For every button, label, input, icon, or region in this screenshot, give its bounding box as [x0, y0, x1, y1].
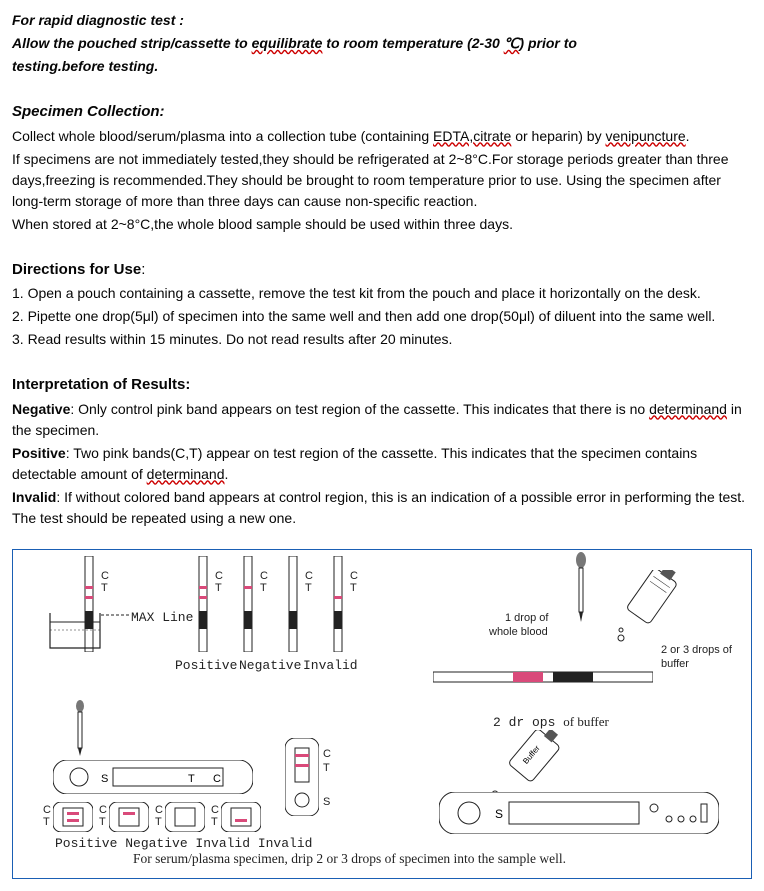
sp1b: or heparin) by	[511, 128, 605, 144]
directions-3: 3. Read results within 15 minutes. Do no…	[12, 329, 752, 350]
sp-edta: EDTA,citrate	[433, 128, 511, 144]
strip-inv-label: Invalid	[303, 656, 358, 676]
rc2t: T	[99, 814, 106, 831]
interp-negative: Negative: Only control pink band appears…	[12, 399, 752, 441]
ct4t: T	[305, 580, 312, 597]
pos-b: .	[224, 466, 228, 482]
intro-l2c: ) prior to	[519, 35, 577, 51]
ct3t: T	[260, 580, 267, 597]
specimen-p2: If specimens are not immediately tested,…	[12, 149, 752, 212]
buffer-bottle2-icon: Buffer	[479, 730, 569, 800]
result-cassette-1	[53, 802, 93, 832]
inv-text: : If without colored band appears at con…	[12, 489, 745, 526]
directions-1: 1. Open a pouch containing a cassette, r…	[12, 283, 752, 304]
maxline-icon	[101, 610, 131, 620]
svg-text:T: T	[188, 773, 195, 785]
intro-line3: testing.before testing.	[12, 56, 752, 77]
sp1c: .	[686, 128, 690, 144]
ct2t: T	[215, 580, 222, 597]
intro-equilibrate: equilibrate	[252, 35, 323, 51]
strip-pos-label: Positive	[175, 656, 237, 676]
rc3t: T	[155, 814, 162, 831]
two3-buf-b: buffer	[661, 656, 689, 673]
result-cassette-3	[165, 802, 205, 832]
sp1a: Collect whole blood/serum/plasma into a …	[12, 128, 433, 144]
pos-a: : Two pink bands(C,T) appear on test reg…	[12, 445, 697, 482]
ct5t: T	[350, 580, 357, 597]
dropper2-icon	[71, 700, 89, 760]
small-cassette-icon	[285, 738, 319, 816]
sc-s: S	[323, 794, 330, 811]
pos-determinand: determinand	[147, 466, 225, 482]
intro-l2b: to room temperature (2-30	[322, 35, 503, 51]
svg-text:C: C	[213, 773, 221, 785]
maxline-label: MAX Line	[131, 608, 193, 628]
dir-title-text: Directions for Use	[12, 261, 141, 278]
diagram-panel: C T MAX Line C T C T C T C T Positive Ne…	[12, 549, 752, 879]
strip-4	[283, 556, 303, 652]
buffer-bottle-icon	[609, 570, 689, 644]
two-drops-b: of buffer	[563, 714, 609, 729]
intro-degC: ℃	[504, 35, 520, 51]
strip-1	[79, 556, 99, 652]
rc4t: T	[211, 814, 218, 831]
dir-colon: :	[141, 261, 145, 278]
serum-note: For serum/plasma specimen, drip 2 or 3 d…	[133, 849, 613, 869]
strip-neg-label: Negative	[239, 656, 301, 676]
dropper-icon	[569, 552, 593, 624]
rc1t: T	[43, 814, 50, 831]
interp-invalid: Invalid: If without colored band appears…	[12, 487, 752, 529]
two-drops-a: 2 dr ops	[493, 715, 555, 730]
one-drop-b: whole blood	[489, 624, 548, 641]
strip-5	[328, 556, 348, 652]
specimen-p3: When stored at 2~8°C,the whole blood sam…	[12, 214, 752, 235]
result-cassette-2	[109, 802, 149, 832]
neg-label: Negative	[12, 401, 70, 417]
intro-l2a: Allow the pouched strip/cassette to	[12, 35, 252, 51]
interp-positive: Positive: Two pink bands(C,T) appear on …	[12, 443, 752, 485]
sc-t: T	[323, 760, 330, 777]
intro-line1: For rapid diagnostic test :	[12, 10, 752, 31]
specimen-p1: Collect whole blood/serum/plasma into a …	[12, 126, 752, 147]
big-cassette-icon: S T C	[53, 760, 253, 794]
result-cassette-4	[221, 802, 261, 832]
inv-label: Invalid	[12, 489, 56, 505]
strip-3	[238, 556, 258, 652]
pos-label: Positive	[12, 445, 66, 461]
specimen-title: Specimen Collection:	[12, 101, 752, 124]
wide-strip	[433, 668, 653, 686]
sp-veni: venipuncture	[606, 128, 686, 144]
svg-text:S: S	[101, 773, 108, 785]
big-cassette2-icon: S	[439, 792, 719, 834]
ct-1t: T	[101, 580, 108, 597]
strip-2	[193, 556, 213, 652]
intro-line2: Allow the pouched strip/cassette to equi…	[12, 33, 752, 54]
neg-determinand: determinand	[649, 401, 727, 417]
interp-title: Interpretation of Results:	[12, 374, 752, 397]
neg-a: : Only control pink band appears on test…	[70, 401, 649, 417]
directions-2: 2. Pipette one drop(5μl) of specimen int…	[12, 306, 752, 327]
svg-text:S: S	[495, 807, 503, 821]
directions-title: Directions for Use:	[12, 259, 752, 282]
